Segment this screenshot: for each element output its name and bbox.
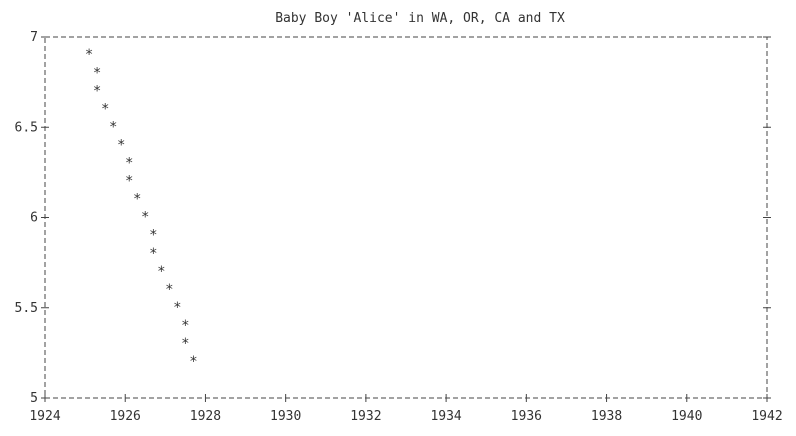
x-tick-label: 1932: [350, 409, 381, 424]
chart-title: Baby Boy 'Alice' in WA, OR, CA and TX: [275, 11, 565, 26]
data-point: *: [133, 192, 141, 208]
y-axis: 5 5.5 6 6.5 7: [15, 30, 771, 406]
data-point: *: [109, 119, 117, 135]
data-point: *: [165, 282, 173, 298]
plot-frame: [44, 36, 768, 399]
x-tick-label: 1938: [591, 409, 622, 424]
data-points: ******************: [85, 47, 198, 370]
data-point: *: [141, 210, 149, 226]
y-tick-label: 7: [30, 30, 38, 45]
data-point: *: [149, 228, 157, 244]
y-tick-label: 5.5: [15, 301, 38, 316]
y-tick-label: 5: [30, 391, 38, 406]
data-point: *: [93, 65, 101, 81]
data-point: *: [125, 174, 133, 190]
x-tick-label: 1936: [511, 409, 542, 424]
data-point: *: [125, 156, 133, 172]
x-tick-label: 1934: [430, 409, 461, 424]
x-tick-label: 1924: [29, 409, 60, 424]
data-point: *: [85, 47, 93, 63]
data-point: *: [117, 137, 125, 153]
x-tick-label: 1926: [110, 409, 141, 424]
x-tick-label: 1942: [751, 409, 782, 424]
data-point: *: [157, 264, 165, 280]
x-tick-label: 1930: [270, 409, 301, 424]
x-tick-label: 1928: [190, 409, 221, 424]
data-point: *: [181, 318, 189, 334]
data-point: *: [101, 101, 109, 117]
x-axis: 1924 1926 1928 1930 1932 1934 1936 1938 1940 1942: [29, 394, 783, 424]
data-point: *: [181, 336, 189, 352]
data-point: *: [149, 246, 157, 262]
y-tick-label: 6.5: [15, 120, 38, 135]
y-tick-label: 6: [30, 211, 38, 226]
data-point: *: [189, 354, 197, 370]
x-tick-label: 1940: [671, 409, 702, 424]
data-point: *: [93, 83, 101, 99]
data-point: *: [173, 300, 181, 316]
